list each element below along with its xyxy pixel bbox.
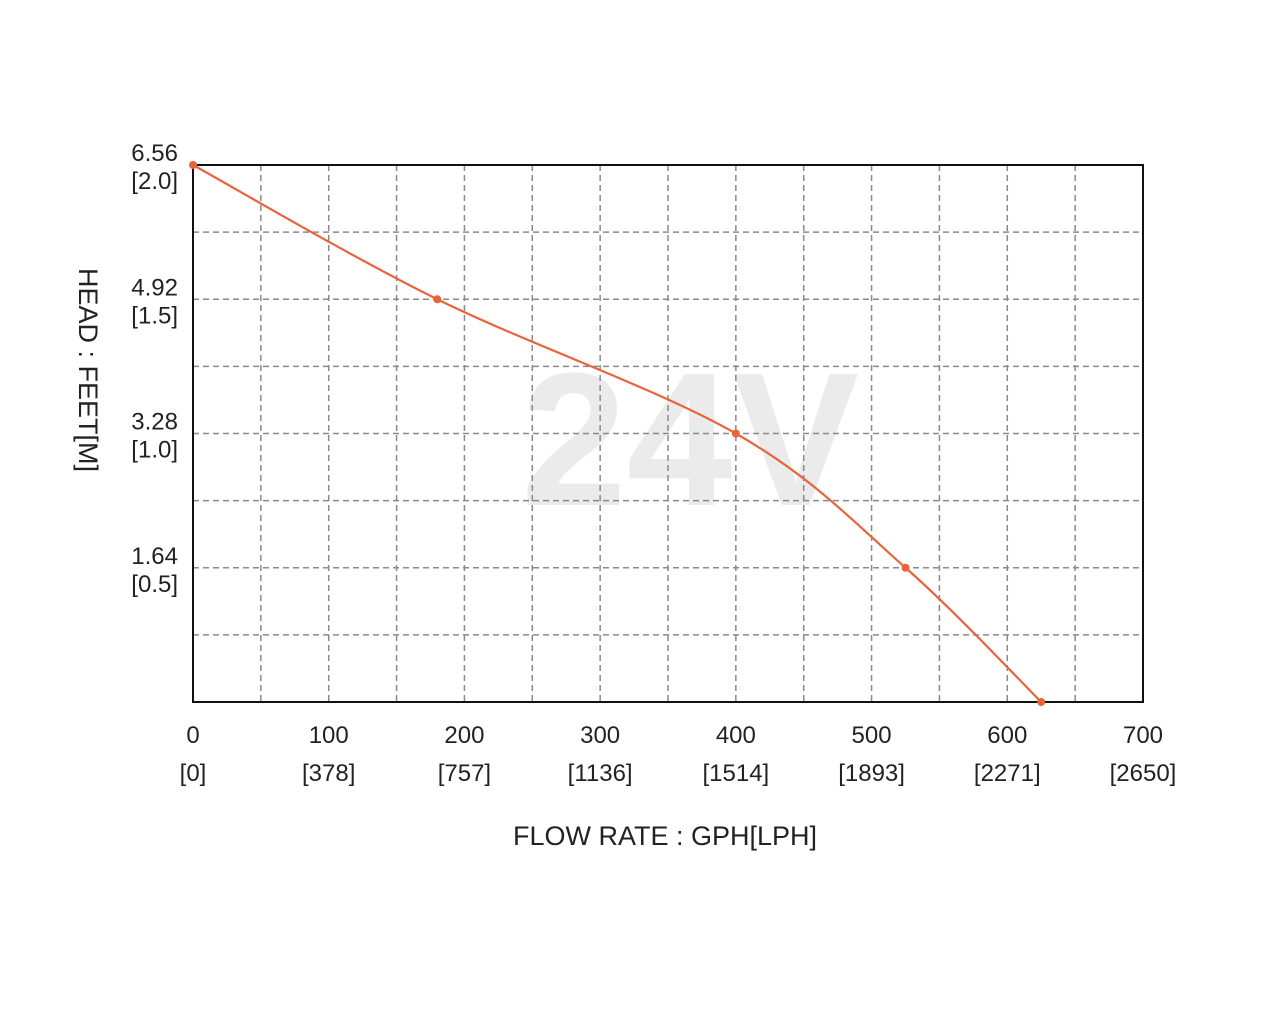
y-tick-label: 4.92 xyxy=(131,274,178,301)
x-tick-label: 100 xyxy=(309,722,349,749)
x-axis-title: FLOW RATE : GPH[LPH] xyxy=(513,821,817,851)
x-tick-sublabel: [1514] xyxy=(702,760,769,787)
grid-lines xyxy=(193,165,1143,702)
plot-frame xyxy=(192,164,1144,703)
x-tick-sublabel: [1136] xyxy=(568,760,633,787)
series-point xyxy=(1037,698,1046,706)
y-tick-sublabel: [0.5] xyxy=(131,571,178,598)
y-tick-label: 1.64 xyxy=(131,543,178,570)
x-tick-label: 400 xyxy=(716,722,756,749)
y-tick-sublabel: [1.5] xyxy=(131,302,178,329)
series-point xyxy=(901,563,910,572)
y-tick-sublabel: [2.0] xyxy=(131,168,178,195)
x-tick-sublabel: [757] xyxy=(438,760,491,787)
x-tick-sublabel: [2271] xyxy=(974,760,1041,787)
series-point xyxy=(731,429,740,438)
y-tick-labels: 6.56[2.0] 4.92[1.5] 3.28[1.0] 1.64[0.5] xyxy=(131,140,178,598)
x-tick-sublabel: [2650] xyxy=(1110,760,1177,787)
x-tick-sublabel: [378] xyxy=(302,760,355,787)
series-point xyxy=(189,161,197,169)
y-axis-title: HEAD : FEET[M] xyxy=(73,268,103,472)
series-layer xyxy=(189,161,1046,706)
y-tick-sublabel: [1.0] xyxy=(131,437,178,464)
x-tick-sublabel: [0] xyxy=(180,760,207,787)
x-tick-label: 0 xyxy=(186,722,199,749)
watermark-text: 24V xyxy=(521,334,859,546)
x-tick-sublabel: [1893] xyxy=(838,760,905,787)
series-point xyxy=(433,295,442,304)
y-tick-label: 3.28 xyxy=(131,409,178,436)
x-tick-label: 200 xyxy=(444,722,484,749)
x-tick-label: 500 xyxy=(852,722,892,749)
x-tick-label: 600 xyxy=(987,722,1027,749)
series-line xyxy=(192,164,1042,703)
x-tick-labels: 0 [0] 100 [378] 200 [757] 300 [1136] 400 [1514] 50… xyxy=(180,722,1177,787)
y-tick-label: 6.56 xyxy=(131,140,178,167)
x-tick-label: 700 xyxy=(1123,722,1163,749)
x-tick-label: 300 xyxy=(580,722,620,749)
